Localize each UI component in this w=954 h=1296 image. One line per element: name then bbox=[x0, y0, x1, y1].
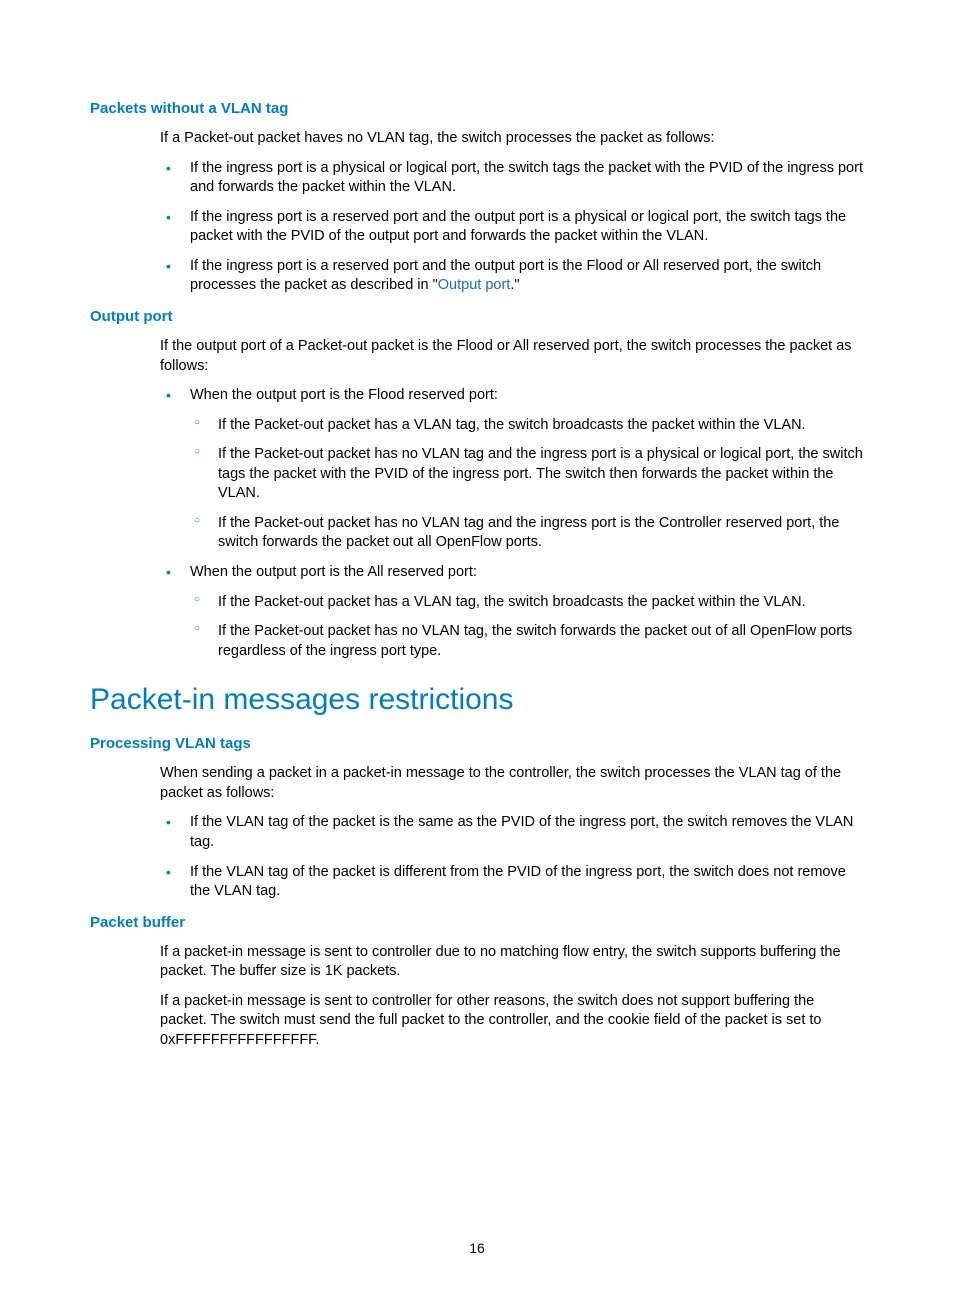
document-page: Packets without a VLAN tag If a Packet-o… bbox=[0, 0, 954, 1296]
heading-packet-in-restrictions: Packet-in messages restrictions bbox=[90, 683, 864, 717]
sub-list: If the Packet-out packet has a VLAN tag,… bbox=[190, 416, 864, 553]
bullet-text: When the output port is the Flood reserv… bbox=[190, 387, 498, 403]
heading-packets-without-vlan: Packets without a VLAN tag bbox=[90, 100, 864, 117]
bullet-text: When the output port is the All reserved… bbox=[190, 564, 477, 580]
sub-item: If the Packet-out packet has no VLAN tag… bbox=[190, 445, 864, 504]
output-port-link[interactable]: Output port bbox=[438, 277, 511, 293]
bullet-item: If the VLAN tag of the packet is differe… bbox=[160, 863, 864, 902]
heading-processing-vlan-tags: Processing VLAN tags bbox=[90, 735, 864, 752]
bullet-item: If the ingress port is a reserved port a… bbox=[160, 257, 864, 296]
intro-text: If a Packet-out packet haves no VLAN tag… bbox=[160, 129, 864, 149]
bullet-item: When the output port is the Flood reserv… bbox=[160, 386, 864, 553]
bullet-item: When the output port is the All reserved… bbox=[160, 563, 864, 661]
bullet-list: If the VLAN tag of the packet is the sam… bbox=[160, 813, 864, 901]
sub-list: If the Packet-out packet has a VLAN tag,… bbox=[190, 593, 864, 662]
heading-packet-buffer: Packet buffer bbox=[90, 914, 864, 931]
intro-text: When sending a packet in a packet-in mes… bbox=[160, 764, 864, 803]
sub-item: If the Packet-out packet has no VLAN tag… bbox=[190, 514, 864, 553]
bullet-text: ." bbox=[510, 277, 519, 293]
bullet-list: When the output port is the Flood reserv… bbox=[160, 386, 864, 661]
page-number: 16 bbox=[0, 1240, 954, 1256]
heading-output-port: Output port bbox=[90, 308, 864, 325]
sub-item: If the Packet-out packet has a VLAN tag,… bbox=[190, 593, 864, 613]
bullet-item: If the ingress port is a reserved port a… bbox=[160, 208, 864, 247]
bullet-list: If the ingress port is a physical or log… bbox=[160, 159, 864, 296]
sub-item: If the Packet-out packet has a VLAN tag,… bbox=[190, 416, 864, 436]
bullet-item: If the ingress port is a physical or log… bbox=[160, 159, 864, 198]
bullet-item: If the VLAN tag of the packet is the sam… bbox=[160, 813, 864, 852]
sub-item: If the Packet-out packet has no VLAN tag… bbox=[190, 622, 864, 661]
paragraph-text: If a packet-in message is sent to contro… bbox=[160, 992, 864, 1051]
paragraph-text: If a packet-in message is sent to contro… bbox=[160, 943, 864, 982]
intro-text: If the output port of a Packet-out packe… bbox=[160, 337, 864, 376]
